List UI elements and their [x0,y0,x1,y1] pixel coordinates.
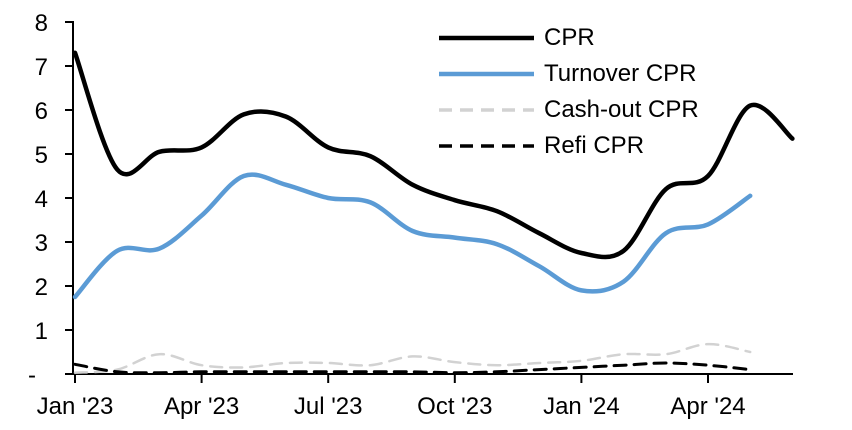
y-tick-label: 5 [35,142,48,169]
legend-line-sample-refi-cpr [439,144,534,148]
legend-line-sample-cpr [439,35,534,41]
series-line-cpr [72,50,795,260]
chart-legend: CPR Turnover CPR Cash-out CPR Refi CPR [438,20,699,164]
y-tick-label: 8 [35,10,48,37]
legend-line-sample-turnover-cpr [439,71,534,77]
y-tick-label: 4 [35,186,48,213]
x-tick-label: Jul '23 [294,393,363,420]
x-tick-label: Jan '24 [543,393,620,420]
legend-label-turnover-cpr: Turnover CPR [544,60,697,87]
series-line-turnover-cpr [72,172,753,300]
y-tick-label: 6 [35,98,48,125]
legend-item-turnover-cpr: Turnover CPR [438,56,699,92]
x-tick-label: Apr '23 [164,393,239,420]
legend-label-refi-cpr: Refi CPR [544,132,645,159]
y-tick-label: 3 [35,230,48,257]
legend-line-sample-cash-out-cpr [439,108,534,112]
y-tick-label: 7 [35,54,48,81]
legend-item-cash-out-cpr: Cash-out CPR [438,92,699,128]
x-tick-label: Jan '23 [37,393,114,420]
series-line-refi-cpr [73,361,752,375]
x-tick-label: Oct '23 [417,393,492,420]
y-tick-label: - [28,362,36,389]
legend-label-cash-out-cpr: Cash-out CPR [544,96,699,123]
x-tick-label: Apr '24 [670,393,745,420]
legend-item-cpr: CPR [438,20,699,56]
axes [65,21,793,383]
axis-labels: - 1 2 3 4 5 6 7 8 Jan '23 Apr '23 Jul '23 Oct '23 Jan… [28,10,746,420]
y-tick-label: 2 [35,274,48,301]
y-tick-label: 1 [35,318,48,345]
legend-item-refi-cpr: Refi CPR [438,128,699,164]
series-line-cash-out-cpr [73,342,752,374]
legend-label-cpr: CPR [544,24,595,51]
